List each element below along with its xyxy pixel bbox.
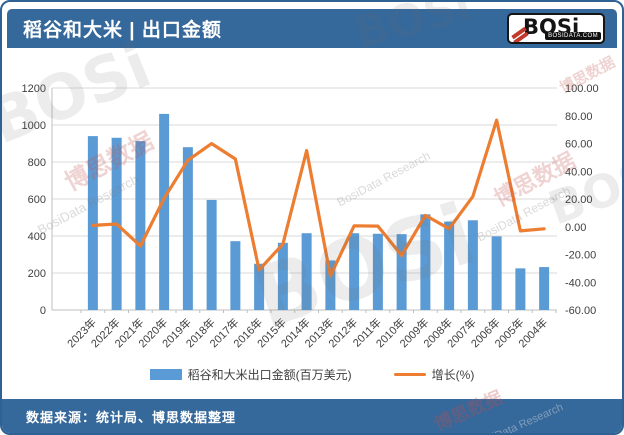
right-axis-tick-label: -20.00 — [565, 250, 596, 262]
left-axis-tick-label: 200 — [28, 268, 46, 280]
legend-item-export: 稻谷和大米出口金额(百万美元) — [149, 366, 352, 383]
bar-2011年 — [372, 233, 383, 310]
right-axis-tick-label: 40.00 — [565, 166, 593, 178]
bar-2008年 — [444, 221, 455, 310]
left-axis-tick-label: 800 — [28, 157, 46, 169]
bar-2006年 — [491, 236, 502, 310]
data-source-text: 数据来源：统计局、博思数据整理 — [26, 409, 237, 425]
left-axis-tick-label: 0 — [40, 305, 46, 317]
bar-2010年 — [396, 234, 407, 310]
bar-2004年 — [539, 267, 550, 310]
logo-site-text: BOSIDATA.COM — [545, 32, 601, 40]
right-axis-tick-label: -60.00 — [565, 305, 596, 317]
bar-2015年 — [277, 242, 288, 310]
right-axis-tick-label: -40.00 — [565, 277, 596, 289]
right-axis-tick-label: 20.00 — [565, 194, 593, 206]
left-axis-tick-label: 600 — [28, 194, 46, 206]
left-axis-tick-label: 1200 — [22, 83, 46, 95]
bosidata-logo: BOSi BOSIDATA.COM — [507, 13, 605, 44]
bar-2021年 — [135, 141, 146, 310]
right-axis-tick-label: 80.00 — [565, 111, 593, 123]
bar-2009年 — [420, 214, 431, 310]
legend-item-growth: 增长(%) — [393, 366, 475, 383]
chart-canvas: 0 200 400 600 800 1000 1200 -60.00 -40.00 -20.00 0… — [22, 83, 599, 350]
page-title: 稻谷和大米 | 出口金额 — [23, 20, 222, 41]
chart-legend: 稻谷和大米出口金额(百万美元) 增长(%) — [2, 363, 622, 385]
left-axis-tick-label: 1000 — [22, 120, 46, 132]
bar-swatch-icon — [149, 368, 182, 380]
bar-2005年 — [515, 268, 526, 310]
bar-2023年 — [87, 136, 98, 310]
header-bar: 稻谷和大米 | 出口金额 BOSi BOSIDATA.COM — [7, 9, 617, 48]
bar-2020年 — [159, 113, 170, 311]
bar-2016年 — [254, 263, 265, 310]
bar-2018年 — [206, 199, 217, 310]
legend-label-growth: 增长(%) — [431, 367, 475, 382]
bar-2019年 — [182, 147, 193, 310]
bar-2013年 — [325, 260, 336, 310]
legend-label-export: 稻谷和大米出口金额(百万美元) — [187, 367, 352, 382]
bar-2017年 — [230, 241, 241, 310]
left-axis-tick-label: 400 — [28, 231, 46, 243]
bar-2007年 — [467, 220, 478, 310]
bar-2014年 — [301, 233, 312, 310]
right-axis-tick-label: 60.00 — [565, 139, 593, 151]
right-axis-tick-label: 0.00 — [565, 222, 586, 234]
line-swatch-icon — [393, 372, 426, 376]
bar-2012年 — [349, 233, 360, 310]
growth-line — [91, 118, 546, 278]
footer-bar: 数据来源：统计局、博思数据整理 — [2, 399, 622, 433]
right-axis-tick-label: 100.00 — [565, 83, 599, 95]
